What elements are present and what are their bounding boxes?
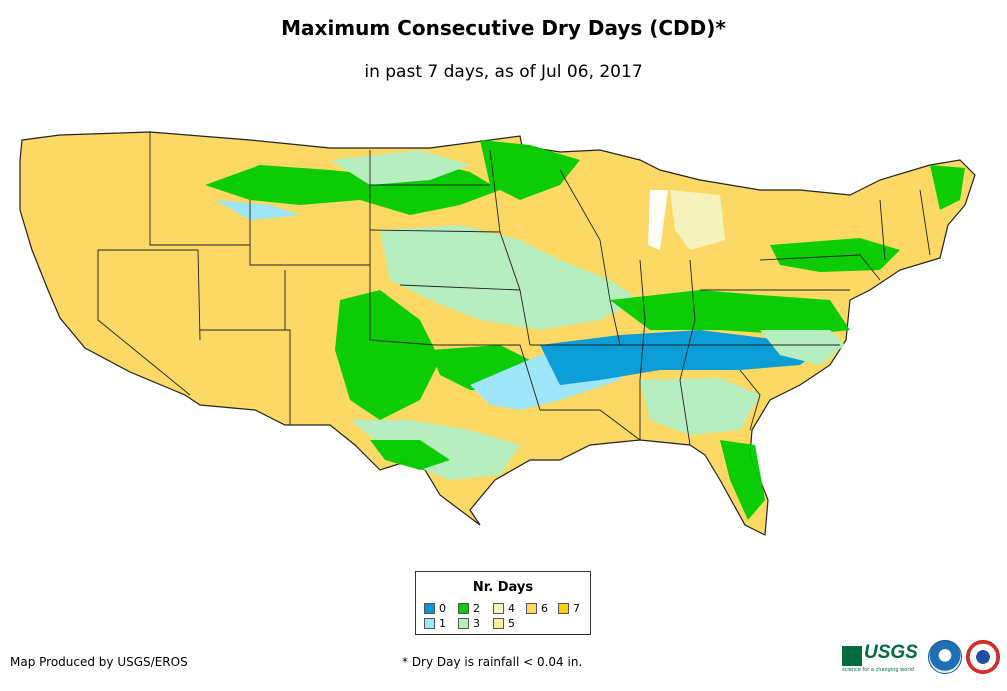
map-subtitle: in past 7 days, as of Jul 06, 2017	[364, 62, 643, 82]
legend-swatch-1	[424, 618, 435, 629]
legend-item-0: 0	[424, 603, 446, 615]
usgs-tagline: science for a changing world	[842, 667, 914, 673]
legend-label-2: 2	[473, 602, 480, 615]
legend-label-7: 7	[573, 602, 580, 615]
patch-mint-midwest	[380, 225, 640, 330]
patch-green-texas	[370, 440, 450, 470]
legend-box: Nr. Days 0 1 2 3 4 5 6 7	[415, 571, 591, 635]
patch-green-florida	[720, 440, 765, 520]
usgs-logo-text: USGS	[864, 642, 918, 663]
legend-swatch-4	[493, 603, 504, 614]
legend-swatch-6	[526, 603, 537, 614]
patch-lightblue-idaho	[215, 200, 300, 220]
patch-blue-tennessee	[540, 330, 820, 385]
legend-swatch-3	[458, 618, 469, 629]
legend-label-5: 5	[508, 617, 515, 630]
us-cdd-map	[19, 131, 976, 536]
moist-patches	[205, 140, 965, 520]
legend-item-7: 7	[558, 603, 580, 615]
dry-day-footnote: * Dry Day is rainfall < 0.04 in.	[402, 655, 583, 669]
state-borders	[97, 132, 931, 446]
legend-swatch-0	[424, 603, 435, 614]
legend-label-0: 0	[439, 602, 446, 615]
patch-pale-michigan	[670, 190, 725, 250]
legend-swatch-7	[558, 603, 569, 614]
legend-label-3: 3	[473, 617, 480, 630]
usgs-logo: USGS science for a changing world	[842, 642, 920, 673]
legend-item-2: 2	[458, 603, 480, 615]
patch-green-southplains	[335, 290, 440, 420]
map-credit: Map Produced by USGS/EROS	[10, 655, 188, 669]
agency-logos: USGS science for a changing world	[842, 638, 1002, 678]
legend-swatch-2	[458, 603, 469, 614]
patch-mint-virginia	[760, 330, 845, 365]
patch-green-ohio	[610, 290, 850, 335]
patch-green-upperMW	[480, 140, 580, 200]
legend-item-4: 4	[493, 603, 515, 615]
noaa-seal-icon	[928, 640, 962, 674]
legend-label-6: 6	[541, 602, 548, 615]
patch-green-northeast	[770, 238, 900, 272]
nws-seal-icon	[966, 640, 1000, 674]
legend-item-6: 6	[526, 603, 548, 615]
patch-light-lake-michigan	[648, 190, 668, 250]
legend-item-1: 1	[424, 618, 446, 630]
legend-label-4: 4	[508, 602, 515, 615]
usgs-wave-icon	[842, 646, 862, 666]
legend-swatch-5	[493, 618, 504, 629]
legend-item-3: 3	[458, 618, 480, 630]
patch-green-maine	[930, 165, 965, 210]
map-title: Maximum Consecutive Dry Days (CDD)*	[281, 16, 726, 40]
legend-item-5: 5	[493, 618, 515, 630]
legend-label-1: 1	[439, 617, 446, 630]
legend-title: Nr. Days	[472, 580, 534, 595]
patch-mint-northplains	[330, 150, 470, 185]
patch-mint-georgia	[640, 378, 760, 435]
